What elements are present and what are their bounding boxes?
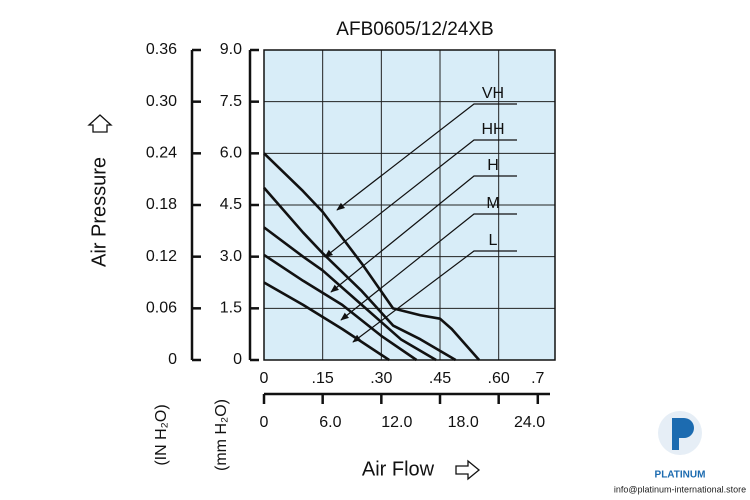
y-tick-label: 0 — [233, 351, 242, 368]
logo-email: info@platinum-international.store — [614, 484, 746, 494]
y-tick-label: 6.0 — [220, 145, 242, 162]
curve — [263, 152, 481, 361]
y-tick-label: 1.5 — [220, 300, 242, 317]
y2-tick-label: 0.12 — [146, 248, 177, 265]
series-label: VH — [482, 85, 504, 102]
leader-line — [340, 213, 517, 321]
x2-tick-label: 18.0 — [448, 414, 479, 431]
curve — [263, 281, 390, 362]
series-label: L — [489, 232, 498, 249]
y-unit-label: (mm H₂O) — [213, 399, 230, 471]
logo-brand: PLATINUM — [655, 470, 706, 481]
leader-line — [352, 250, 517, 343]
y-tick-label: 3.0 — [220, 248, 242, 265]
curve — [263, 226, 437, 362]
x-tick-label: .60 — [488, 370, 510, 387]
x2-tick-label: 6.0 — [319, 414, 341, 431]
x-tick-label: .7 — [531, 370, 544, 387]
curve — [263, 186, 457, 362]
y2-tick-label: 0.24 — [146, 145, 177, 162]
x-tick-label: .15 — [312, 370, 334, 387]
x2-tick-label: 24.0 — [514, 414, 545, 431]
logo: PLATINUM info@platinum-international.sto… — [614, 411, 746, 494]
y2-tick-label: 0.36 — [146, 41, 177, 58]
leader-line — [336, 103, 517, 211]
series-label: H — [487, 157, 499, 174]
x2-tick-label: 0 — [260, 414, 269, 431]
x-tick-label: .30 — [370, 370, 392, 387]
y2-unit-label: (IN H₂O) — [153, 404, 170, 465]
x-tick-label: .45 — [429, 370, 451, 387]
y2-tick-label: 0.30 — [146, 93, 177, 110]
y-tick-label: 9.0 — [220, 41, 242, 58]
logo-mark — [672, 418, 694, 450]
curve — [263, 253, 418, 362]
right-arrow — [455, 459, 481, 481]
up-arrow — [87, 114, 113, 133]
y-axis-label: Air Pressure — [88, 157, 110, 267]
plot-border — [263, 49, 556, 361]
y-tick-label: 4.5 — [220, 196, 242, 213]
leader-line — [330, 175, 517, 293]
leader-line — [324, 139, 517, 258]
x2-tick-label: 12.0 — [381, 414, 412, 431]
y-tick-label: 7.5 — [220, 93, 242, 110]
series-label: HH — [481, 121, 504, 138]
series-label: M — [486, 195, 499, 212]
x-axis-label: Air Flow — [362, 458, 435, 480]
x-tick-label: 0 — [260, 370, 269, 387]
y2-tick-label: 0.06 — [146, 300, 177, 317]
chart-title: AFB0605/12/24XB — [336, 19, 493, 40]
y2-tick-label: 0 — [168, 351, 177, 368]
y2-tick-label: 0.18 — [146, 196, 177, 213]
